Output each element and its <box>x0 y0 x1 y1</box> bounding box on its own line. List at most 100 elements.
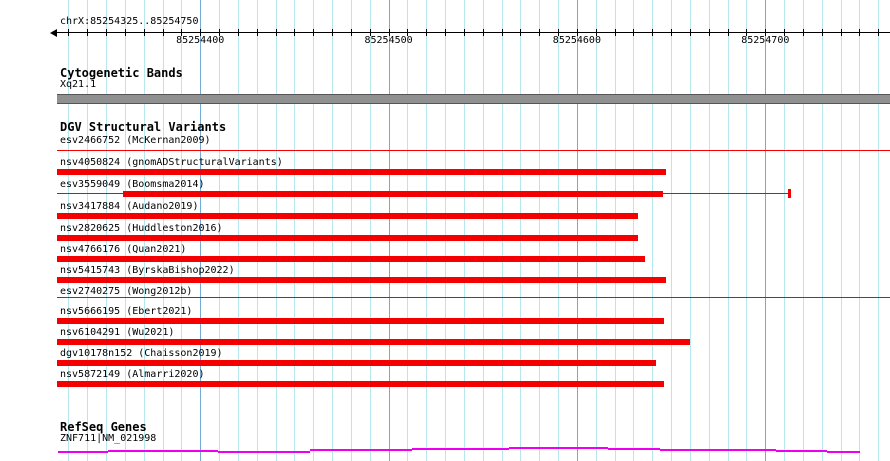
variant-label[interactable]: esv3559049 (Boomsma2014) <box>60 179 205 190</box>
gridline-minor <box>708 0 710 461</box>
ruler-tick <box>746 29 748 36</box>
gridline-minor <box>68 0 70 461</box>
variant-feature-line[interactable] <box>57 193 123 194</box>
gene-segment[interactable] <box>509 447 608 449</box>
ruler-tick <box>445 29 447 36</box>
ruler-tick-label: 85254500 <box>364 35 413 46</box>
ruler-tick <box>294 29 296 36</box>
variant-label[interactable]: nsv4766176 (Quan2021) <box>60 244 187 255</box>
ruler-tick <box>68 29 70 36</box>
ruler-tick <box>106 29 108 36</box>
gridline-minor <box>840 0 842 461</box>
ruler-tick <box>237 29 239 36</box>
ruler-tick <box>369 29 371 36</box>
ruler-tick <box>708 29 710 36</box>
gene-segment[interactable] <box>827 450 860 453</box>
ruler-tick <box>671 29 673 36</box>
variant-feature-bar[interactable] <box>57 318 664 324</box>
variant-feature-bar[interactable] <box>57 339 690 345</box>
variant-label[interactable]: nsv5872149 (Almarri2020) <box>60 369 205 380</box>
ruler-tick <box>501 29 503 36</box>
ruler-tick <box>689 29 691 36</box>
ruler-tick <box>633 29 635 36</box>
refseq-gene-label[interactable]: ZNF711|NM_021998 <box>60 433 157 444</box>
ruler-tick <box>859 29 861 36</box>
variant-label[interactable]: nsv4050824 (gnomADStructuralVariants) <box>60 157 283 168</box>
ruler-tick <box>576 29 578 36</box>
gene-segment[interactable] <box>218 450 310 453</box>
variant-feature-bar[interactable] <box>57 169 666 175</box>
variant-feature-bar[interactable] <box>57 360 656 366</box>
gene-segment[interactable] <box>108 449 218 452</box>
variant-feature-bar[interactable] <box>57 235 638 241</box>
gridline-minor <box>124 0 126 461</box>
ruler-tick <box>802 29 804 36</box>
ruler-tick-label: 85254600 <box>552 35 601 46</box>
gridline-minor <box>614 0 616 461</box>
ruler-tick <box>388 29 390 36</box>
gridline-minor <box>332 0 334 461</box>
region-position-label: chrX:85254325..85254750 <box>60 16 199 27</box>
variant-feature-line[interactable] <box>57 297 890 298</box>
ruler-tick <box>256 29 258 36</box>
ruler-tick <box>539 29 541 36</box>
variant-feature-bar[interactable] <box>57 256 645 262</box>
variant-label[interactable]: nsv5666195 (Ebert2021) <box>60 306 193 317</box>
gridline-minor <box>313 0 315 461</box>
gridline-minor <box>859 0 861 461</box>
ruler-tick <box>219 29 221 36</box>
gridline-minor <box>106 0 108 461</box>
gridline-minor <box>482 0 484 461</box>
ruler-tick <box>878 29 880 36</box>
gridline-minor <box>821 0 823 461</box>
ruler-tick-label: 85254700 <box>741 35 790 46</box>
cytoband-bar <box>57 94 890 104</box>
ruler-tick-label: 85254400 <box>176 35 225 46</box>
gridline-major <box>576 0 578 461</box>
gene-segment[interactable] <box>660 448 776 451</box>
variant-feature-line[interactable] <box>663 193 788 194</box>
gridline-minor <box>501 0 503 461</box>
gene-segment[interactable] <box>58 450 108 453</box>
ruler-tick <box>463 29 465 36</box>
variant-feature-line[interactable] <box>57 150 890 151</box>
ruler-tick <box>765 29 767 36</box>
gridline-minor <box>369 0 371 461</box>
ruler-tick <box>87 29 89 36</box>
ruler-tick <box>426 29 428 36</box>
variant-label[interactable]: nsv5415743 (ByrskaBishop2022) <box>60 265 235 276</box>
variant-feature-bar[interactable] <box>57 381 664 387</box>
gene-segment[interactable] <box>608 447 660 450</box>
variant-feature-endmark[interactable] <box>788 189 791 198</box>
ruler-tick <box>784 29 786 36</box>
ruler-tick <box>727 29 729 36</box>
variant-feature-bar[interactable] <box>57 277 666 283</box>
gridline-minor <box>143 0 145 461</box>
variant-label[interactable]: esv2740275 (Wong2012b) <box>60 286 193 297</box>
gridline-minor <box>689 0 691 461</box>
gridline-minor <box>802 0 804 461</box>
track-title-refseq-genes: RefSeq Genes <box>60 420 147 434</box>
gene-segment[interactable] <box>412 448 509 450</box>
gene-segment[interactable] <box>310 449 412 451</box>
variant-feature-bar[interactable] <box>123 191 663 197</box>
track-title-dgv-structural-variants: DGV Structural Variants <box>60 120 227 134</box>
ruler-tick <box>143 29 145 36</box>
variant-label[interactable]: nsv3417884 (Audano2019) <box>60 201 199 212</box>
gene-segment[interactable] <box>776 449 827 452</box>
cytoband-label: Xq21.1 <box>60 79 97 90</box>
variant-label[interactable]: esv2466752 (McKernan2009) <box>60 135 211 146</box>
variant-label[interactable]: nsv2820625 (Huddleston2016) <box>60 223 223 234</box>
gridline-minor <box>558 0 560 461</box>
ruler-tick <box>313 29 315 36</box>
variant-label[interactable]: dgv10178n152 (Chaisson2019) <box>60 348 223 359</box>
variant-feature-bar[interactable] <box>57 213 638 219</box>
ruler-tick <box>821 29 823 36</box>
gridline-minor <box>539 0 541 461</box>
gridline-minor <box>162 0 164 461</box>
variant-label[interactable]: nsv6104291 (Wu2021) <box>60 327 175 338</box>
gridline-minor <box>87 0 89 461</box>
ruler-axis <box>52 32 890 33</box>
ruler-tick <box>840 29 842 36</box>
